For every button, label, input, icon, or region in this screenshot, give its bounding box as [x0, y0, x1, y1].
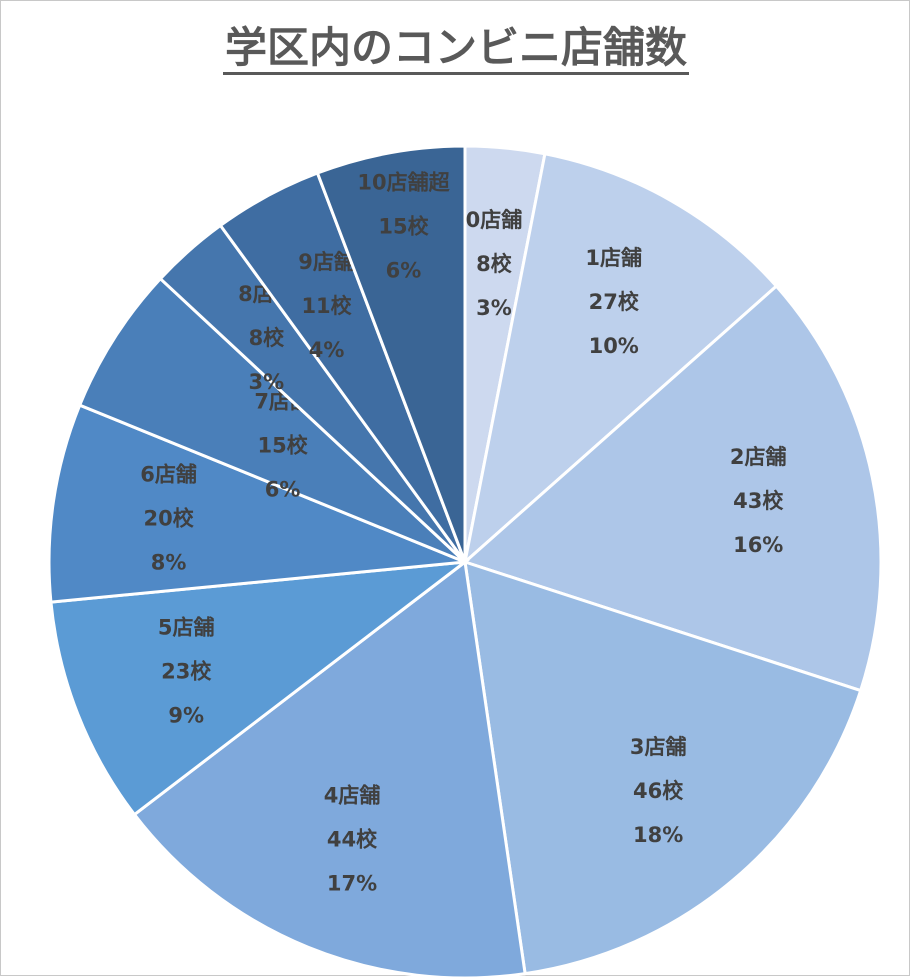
slice-category: 1店舗	[585, 246, 642, 270]
slice-value: 8校	[476, 252, 513, 276]
slice-percent: 8%	[151, 551, 187, 575]
slice-category: 5店舗	[158, 616, 215, 640]
slice-value: 8校	[249, 326, 286, 350]
slice-label-5: 5店舗 23校 9%	[158, 616, 215, 728]
slice-percent: 4%	[309, 338, 345, 362]
slice-value: 15校	[378, 214, 429, 238]
slice-value: 27校	[589, 290, 640, 314]
slice-percent: 3%	[476, 296, 512, 320]
slice-value: 20校	[144, 507, 195, 531]
pie-slice-3	[463, 559, 863, 976]
pie-slice-10	[315, 144, 467, 563]
slice-label-3: 3店舗 46校 18%	[630, 735, 687, 847]
slice-category: 6店舗	[140, 463, 197, 487]
slice-label-0: 0店舗 8校 3%	[466, 208, 523, 320]
slice-label-4: 4店舗 44校 17%	[324, 783, 381, 895]
pie-slice-4	[132, 559, 527, 977]
slice-value: 44校	[327, 827, 378, 851]
slice-category: 10店舗超	[357, 170, 450, 194]
slice-category: 3店舗	[630, 735, 687, 759]
slice-value: 46校	[633, 779, 684, 803]
slice-label-10: 10店舗超 15校 6%	[357, 170, 450, 282]
slice-label-2: 2店舗 43校 16%	[730, 445, 787, 557]
slice-value: 23校	[161, 660, 212, 684]
slice-percent: 6%	[265, 478, 301, 502]
slice-percent: 16%	[733, 533, 783, 557]
slice-value: 43校	[733, 489, 784, 513]
pie-slice-5	[49, 559, 471, 817]
slice-label-9: 9店舗 11校 4%	[298, 250, 355, 362]
slice-category: 9店舗	[298, 250, 355, 274]
slice-percent: 9%	[168, 704, 204, 728]
pie-slice-7	[77, 276, 467, 564]
slice-percent: 10%	[589, 334, 639, 358]
slice-percent: 18%	[633, 823, 683, 847]
slice-label-1: 1店舗 27校 10%	[585, 246, 642, 358]
slice-value: 15校	[258, 434, 309, 458]
slice-percent: 3%	[249, 370, 285, 394]
pie-slice-6	[47, 403, 466, 604]
slice-category: 4店舗	[324, 783, 381, 807]
slice-label-6: 6店舗 20校 8%	[140, 463, 197, 575]
slice-value: 11校	[301, 294, 352, 318]
slice-category: 2店舗	[730, 445, 787, 469]
slice-category: 0店舗	[466, 208, 523, 232]
chart-title: 学区内のコンビニ店舗数	[1, 19, 910, 77]
slice-percent: 17%	[327, 871, 377, 895]
slice-percent: 6%	[386, 258, 422, 282]
pie-slice-1	[462, 151, 779, 567]
pie-slice-2	[462, 284, 883, 693]
